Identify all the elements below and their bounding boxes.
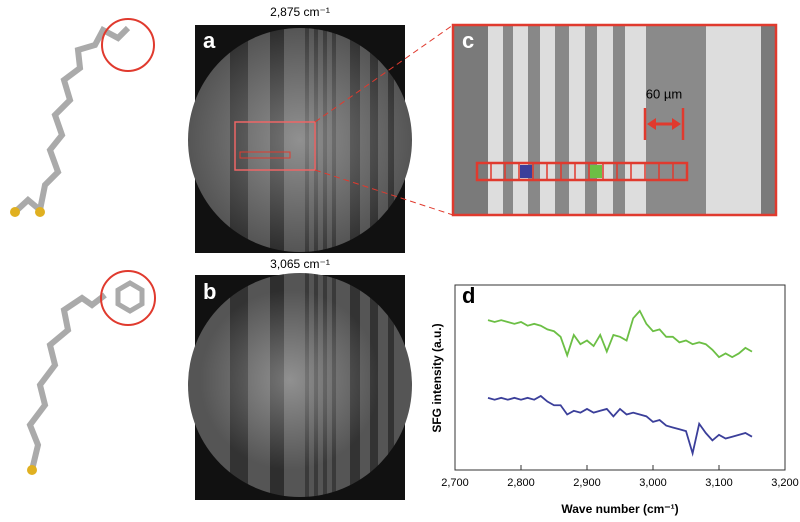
x-tick-label: 2,900 [573,477,601,489]
scale-label: 60 µm [646,86,682,101]
panel-a: 2,875 cm⁻¹ a [188,5,454,253]
panel-title: 2,875 cm⁻¹ [270,5,330,19]
x-tick-label: 2,700 [441,477,469,489]
panel-label: c [462,28,474,53]
panel-label: d [462,283,475,308]
y-axis-label: SFG intensity (a.u.) [430,323,444,432]
panel-title: 3,065 cm⁻¹ [270,257,330,271]
x-axis-label: Wave number (cm⁻¹) [561,502,678,516]
panel-d: d Wave number (cm⁻¹) SFG intensity (a.u.… [430,283,799,516]
molecule-bottom [26,270,156,475]
panel-label: a [203,28,216,53]
panel-label: b [203,279,216,304]
x-tick-label: 3,200 [771,477,799,489]
data-line [487,394,753,457]
data-line [487,309,753,359]
x-tick-label: 3,100 [705,477,733,489]
panel-b: 3,065 cm⁻¹ b [188,257,412,500]
molecule-top [10,18,155,217]
panel-c: 60 µm c [451,23,778,217]
x-tick-label: 3,000 [639,477,667,489]
x-tick-label: 2,800 [507,477,535,489]
